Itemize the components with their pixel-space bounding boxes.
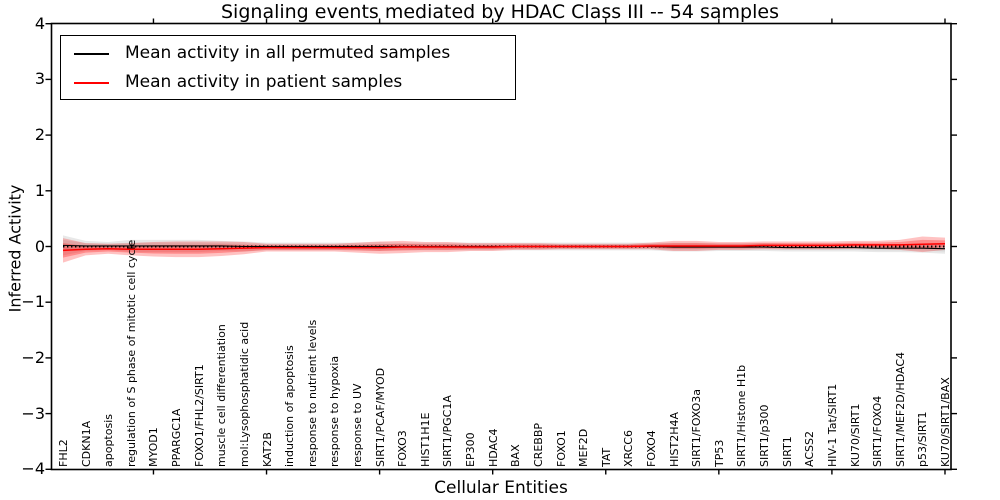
- x-tick-label: TAT: [599, 447, 613, 467]
- x-tick-label: SIRT1/Histone H1b: [735, 364, 749, 467]
- x-tick-label: SIRT1/MEF2D/HDAC4: [893, 352, 907, 467]
- x-tick-label: FHL2: [57, 439, 70, 467]
- x-tick-label: EP300: [464, 432, 478, 467]
- x-tick-label: ACSS2: [803, 431, 817, 467]
- x-tick-label: XRCC6: [622, 430, 636, 467]
- x-tick-label: CDKN1A: [79, 420, 93, 467]
- y-tick-label: 2: [34, 125, 45, 145]
- legend-label: Mean activity in all permuted samples: [125, 43, 451, 63]
- x-tick-label: HIST1H1E: [418, 412, 432, 467]
- y-tick-label: 4: [34, 13, 45, 33]
- y-tick-label: −2: [21, 347, 45, 367]
- x-tick-label: response to UV: [350, 383, 364, 467]
- black-line-sample-icon: [74, 53, 109, 55]
- x-tick-label: FOXO4: [644, 430, 658, 467]
- y-tick-label: 0: [34, 236, 45, 256]
- x-tick-label: apoptosis: [102, 414, 116, 467]
- y-tick-label: −3: [21, 403, 45, 423]
- x-tick-label: KU70/SIRT1/BAX: [938, 377, 952, 467]
- x-tick-label: SIRT1/p300: [758, 404, 772, 467]
- x-tick-label: HIST2H4A: [667, 411, 681, 467]
- red-line-sample-icon: [74, 82, 109, 84]
- chart-title: Signaling events mediated by HDAC Class …: [221, 1, 779, 23]
- x-tick-label: KU70/SIRT1: [848, 403, 862, 467]
- x-tick-label: FOXO1/FHL2/SIRT1: [192, 364, 206, 467]
- x-tick-label: MYOD1: [147, 427, 161, 467]
- legend-entry-patient: Mean activity in patient samples: [61, 68, 515, 98]
- x-tick-label: BAX: [509, 444, 523, 467]
- x-tick-label: response to nutrient levels: [305, 319, 319, 467]
- legend-box: Mean activity in all permuted samples Me…: [60, 35, 516, 100]
- x-tick-label: SIRT1/FOXO3a: [690, 388, 704, 467]
- x-tick-label: FOXO3: [396, 430, 410, 467]
- x-tick-label: HIV-1 Tat/SIRT1: [825, 383, 839, 467]
- legend-label: Mean activity in patient samples: [125, 72, 403, 92]
- y-tick-label: 1: [34, 180, 45, 200]
- band: [63, 239, 945, 258]
- x-tick-label: SIRT1/PCAF/MYOD: [373, 367, 387, 467]
- y-tick-label: 3: [34, 69, 45, 89]
- band: [63, 235, 945, 256]
- x-tick-label: p53/SIRT1: [916, 411, 930, 467]
- y-tick-label: −4: [21, 459, 45, 479]
- y-tick-label: −1: [21, 292, 45, 312]
- x-tick-label: HDAC4: [486, 428, 500, 467]
- series-line-1: [62, 242, 946, 252]
- x-tick-label: MEF2D: [577, 428, 591, 467]
- band: [63, 236, 945, 263]
- x-tick-label: SIRT1/PGC1A: [441, 395, 455, 467]
- x-tick-label: response to hypoxia: [328, 355, 342, 467]
- x-tick-label: muscle cell differentiation: [215, 324, 229, 467]
- x-axis-label: Cellular Entities: [434, 478, 568, 498]
- x-tick-label: SIRT1: [780, 436, 794, 467]
- x-tick-label: regulation of S phase of mitotic cell cy…: [124, 239, 138, 467]
- x-tick-label: mol:Lysophosphatidic acid: [237, 321, 251, 467]
- x-tick-label: SIRT1/FOXO4: [871, 395, 885, 467]
- x-tick-label: induction of apoptosis: [283, 345, 297, 467]
- legend-entry-permuted: Mean activity in all permuted samples: [61, 39, 515, 69]
- x-tick-label: TP53: [712, 439, 726, 467]
- x-tick-label: PPARGC1A: [170, 408, 184, 467]
- x-tick-label: CREBBP: [531, 423, 545, 467]
- x-tick-label: FOXO1: [554, 430, 568, 467]
- x-tick-label: KAT2B: [260, 432, 274, 467]
